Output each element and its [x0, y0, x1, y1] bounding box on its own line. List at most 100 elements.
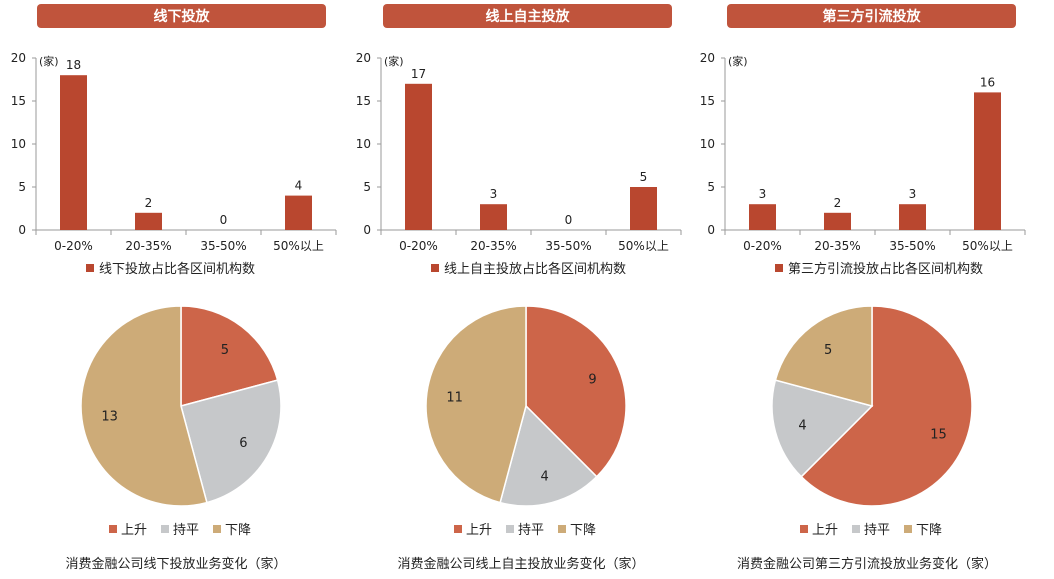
panel-header-bg	[383, 4, 672, 28]
legend-label: 线上自主投放占比各区间机构数	[444, 261, 626, 277]
pie-slice-flat	[499, 404, 598, 507]
bar	[899, 204, 926, 230]
pie-legend-swatch	[213, 525, 221, 533]
panel-3: 第三方引流投放 0 5 10 15 20 (家) 3 0-20% 2 20-35% 3 35-50% 16…	[700, 4, 1026, 572]
y-tick-label: 20	[356, 51, 371, 65]
bar	[630, 187, 657, 230]
pie-legend-label: 上升	[812, 523, 838, 538]
legend-swatch	[775, 264, 783, 272]
x-tick-label: 35-50%	[545, 239, 591, 253]
pie-value-label: 5	[221, 343, 229, 358]
pie-value-label: 5	[824, 343, 832, 358]
pie-legend-label: 持平	[864, 523, 890, 538]
pie-slice-flat	[771, 379, 874, 478]
y-tick-label: 10	[11, 137, 26, 151]
pie-slice-up	[800, 305, 973, 507]
panel-header-title: 线上自主投放	[486, 8, 571, 25]
pie-slice-down	[80, 305, 208, 507]
bar	[60, 75, 87, 230]
y-tick-label: 5	[18, 180, 26, 194]
y-tick-label: 15	[11, 94, 26, 108]
pie-slice-down	[774, 305, 873, 407]
legend-label: 线下投放占比各区间机构数	[99, 261, 255, 277]
bar-value-label: 16	[980, 75, 995, 89]
pie-legend-label: 下降	[570, 523, 596, 538]
bar-value-label: 4	[295, 179, 303, 193]
bar	[974, 92, 1001, 231]
pie-legend-swatch	[161, 525, 169, 533]
y-unit-label: (家)	[384, 54, 404, 68]
panel-header-bg	[37, 4, 326, 28]
pie-slice-down	[425, 305, 527, 504]
pie-legend-label: 上升	[121, 523, 147, 538]
pie-legend-swatch	[800, 525, 808, 533]
pie-legend-label: 上升	[466, 523, 492, 538]
y-tick-label: 10	[356, 137, 371, 151]
pie-legend-swatch	[904, 525, 912, 533]
pie-caption: 消费金融公司线上自主投放业务变化（家）	[397, 556, 644, 572]
pie-value-label: 4	[798, 419, 806, 434]
bar-chart: 0 5 10 15 20 (家) 3 0-20% 2 20-35% 3 35-50% 16 50%以上第三…	[700, 51, 1026, 277]
panel-1: 线下投放 0 5 10 15 20 (家) 18 0-20% 2 20-35% 0 35-50% 4 50%…	[11, 4, 337, 572]
pie-legend-label: 持平	[518, 523, 544, 538]
pie-legend-label: 下降	[225, 523, 251, 538]
bar-value-label: 3	[759, 187, 767, 201]
bar-value-label: 5	[640, 170, 648, 184]
y-tick-label: 5	[363, 180, 371, 194]
x-tick-label: 50%以上	[618, 239, 669, 253]
legend-swatch	[431, 264, 439, 272]
bar	[480, 204, 507, 230]
y-unit-label: (家)	[728, 54, 748, 68]
bar-value-label: 3	[490, 187, 498, 201]
y-tick-label: 20	[700, 51, 715, 65]
pie-legend-swatch	[558, 525, 566, 533]
bar	[405, 83, 432, 230]
y-unit-label: (家)	[39, 54, 59, 68]
panel-2: 线上自主投放 0 5 10 15 20 (家) 17 0-20% 3 20-35% 0 35-50% 5 5…	[356, 4, 682, 572]
bar-value-label: 0	[220, 213, 228, 227]
bar	[749, 204, 776, 230]
pie-legend-swatch	[852, 525, 860, 533]
x-tick-label: 0-20%	[743, 239, 782, 253]
bar-chart: 0 5 10 15 20 (家) 18 0-20% 2 20-35% 0 35-50% 4 50%以上线下…	[11, 51, 337, 277]
bar-value-label: 2	[834, 196, 842, 210]
x-tick-label: 20-35%	[470, 239, 516, 253]
pie-caption: 消费金融公司线下投放业务变化（家）	[65, 556, 286, 572]
bar	[824, 212, 851, 230]
pie-value-label: 4	[540, 470, 548, 485]
y-tick-label: 0	[363, 223, 371, 237]
x-tick-label: 50%以上	[273, 239, 324, 253]
y-tick-label: 0	[707, 223, 715, 237]
x-tick-label: 50%以上	[962, 239, 1013, 253]
pie-value-label: 9	[588, 372, 596, 387]
bar-value-label: 18	[66, 58, 81, 72]
legend-label: 第三方引流投放占比各区间机构数	[788, 261, 983, 277]
y-tick-label: 5	[707, 180, 715, 194]
y-tick-label: 0	[18, 223, 26, 237]
bar-chart: 0 5 10 15 20 (家) 17 0-20% 3 20-35% 0 35-50% 5 50%以上线上…	[356, 51, 682, 277]
pie-legend-swatch	[109, 525, 117, 533]
y-tick-label: 20	[11, 51, 26, 65]
pie-legend-swatch	[506, 525, 514, 533]
y-tick-label: 15	[700, 94, 715, 108]
pie-caption: 消费金融公司第三方引流投放业务变化（家）	[737, 556, 997, 572]
bar-value-label: 3	[909, 187, 917, 201]
pie-legend-swatch	[454, 525, 462, 533]
bar	[285, 195, 312, 230]
pie-value-label: 11	[446, 391, 463, 406]
bar-value-label: 0	[565, 213, 573, 227]
y-tick-label: 15	[356, 94, 371, 108]
panel-header-title: 第三方引流投放	[823, 8, 922, 25]
pie-slice-up	[180, 305, 279, 407]
pie-value-label: 6	[239, 436, 247, 451]
panel-header-title: 线下投放	[154, 8, 211, 25]
x-tick-label: 35-50%	[200, 239, 246, 253]
x-tick-label: 20-35%	[125, 239, 171, 253]
pie-value-label: 13	[101, 409, 118, 424]
pie-legend-label: 下降	[916, 523, 942, 538]
pie-legend-label: 持平	[173, 523, 199, 538]
